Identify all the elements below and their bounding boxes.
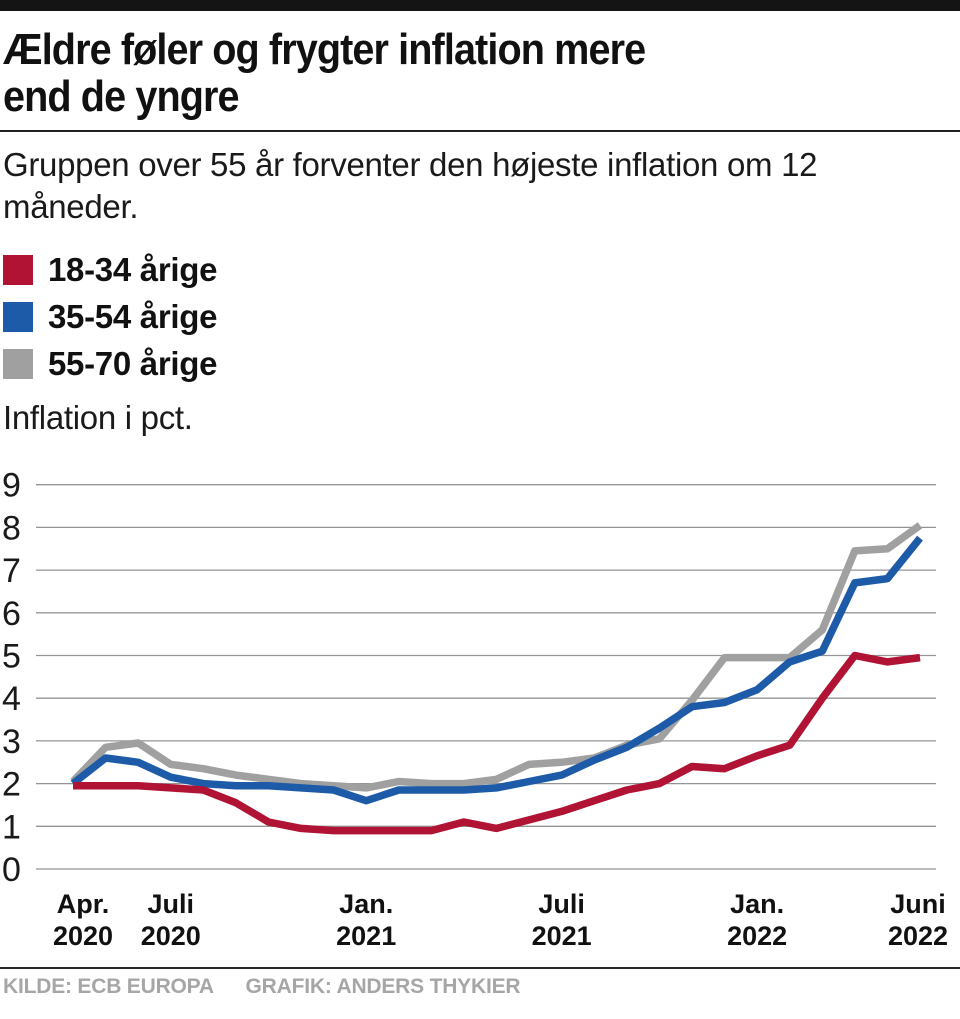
y-tick-label: 5: [2, 637, 21, 675]
chart-subtitle: Gruppen over 55 år forventer den højeste…: [3, 146, 818, 226]
series-line: [70, 521, 923, 792]
legend-item: 18-34 årige: [3, 251, 960, 289]
legend-swatch: [3, 301, 33, 332]
chart: 0123456789Apr.2020Juli2020Jan.2021Juli20…: [2, 466, 948, 951]
x-tick-label: 2020: [141, 921, 201, 951]
y-tick-label: 8: [2, 509, 21, 547]
title-line-2: end de yngre: [3, 71, 240, 121]
credits: KILDE: ECB EUROPA GRAFIK: ANDERS THYKIER: [3, 975, 960, 999]
top-black-bar: [0, 0, 960, 11]
series-line: [70, 535, 923, 805]
x-tick-label: 2021: [532, 921, 592, 951]
legend-swatch: [3, 254, 33, 285]
y-tick-label: 4: [2, 680, 21, 718]
footer-divider: [0, 966, 960, 969]
legend-item: 35-54 årige: [3, 298, 960, 336]
y-tick-label: 0: [2, 851, 21, 889]
legend-label: 35-54 årige: [48, 297, 218, 335]
title-divider: [0, 130, 960, 133]
legend-label: 55-70 årige: [48, 344, 218, 382]
x-tick-label: Apr.: [57, 889, 110, 919]
x-tick-label: Juni: [890, 889, 946, 919]
page-title: Ældre føler og frygter inflation mere end…: [3, 25, 864, 121]
x-tick-label: 2022: [727, 921, 787, 951]
y-tick-label: 9: [2, 466, 21, 504]
x-tick-label: Juli: [147, 889, 194, 919]
legend-swatch: [3, 348, 33, 379]
legend-item: 55-70 årige: [3, 345, 960, 383]
y-tick-label: 7: [2, 552, 21, 590]
series-line: [73, 651, 921, 835]
source-credit: KILDE: ECB EUROPA: [3, 974, 214, 998]
x-tick-label: Juli: [538, 889, 585, 919]
x-tick-label: 2022: [888, 921, 948, 951]
y-tick-label: 1: [2, 808, 21, 846]
legend-label: 18-34 årige: [48, 250, 218, 288]
x-tick-label: 2021: [336, 921, 396, 951]
y-axis-label: Inflation i pct.: [3, 398, 193, 436]
x-tick-label: 2020: [53, 921, 113, 951]
legend: 18-34 årige 35-54 årige 55-70 årige: [3, 251, 960, 383]
x-tick-label: Jan.: [730, 889, 784, 919]
graphic-credit: GRAFIK: ANDERS THYKIER: [245, 974, 521, 998]
y-tick-label: 2: [2, 765, 21, 803]
y-tick-label: 3: [2, 723, 21, 761]
x-tick-label: Jan.: [339, 889, 393, 919]
y-tick-label: 6: [2, 595, 21, 633]
title-line-1: Ældre føler og frygter inflation mere: [3, 25, 646, 74]
